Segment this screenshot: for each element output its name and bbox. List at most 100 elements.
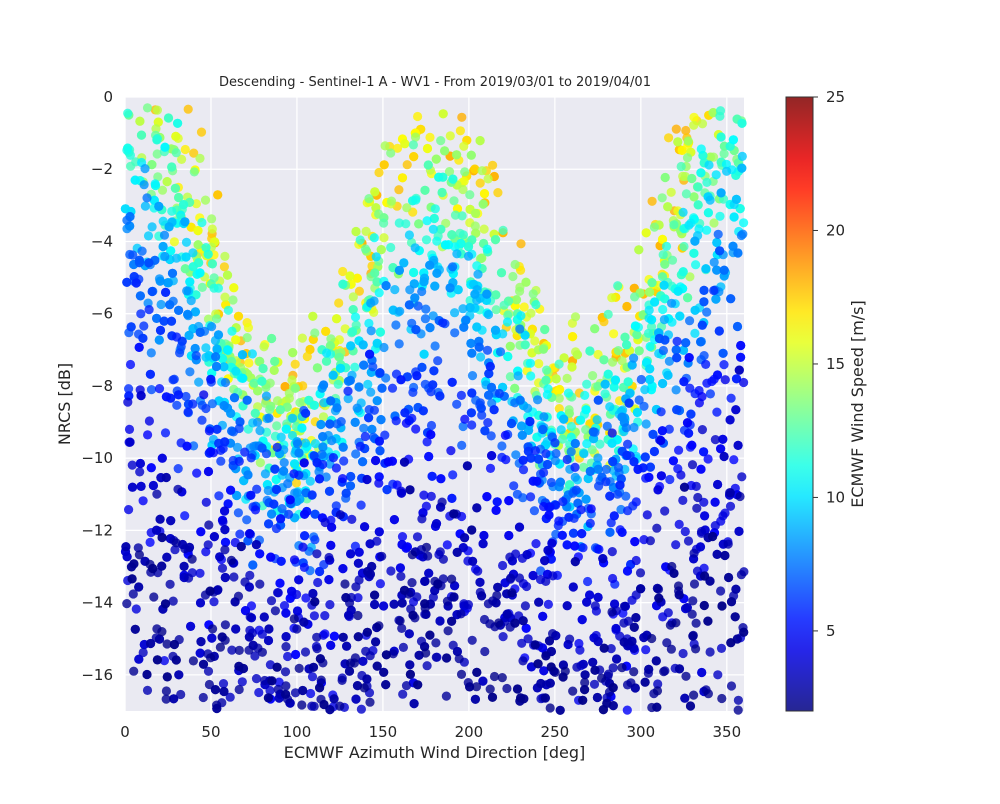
scatter-point <box>674 519 684 530</box>
scatter-point <box>129 559 139 569</box>
scatter-point <box>174 670 184 680</box>
scatter-point <box>154 201 164 211</box>
scatter-point <box>672 336 682 346</box>
scatter-point <box>565 634 575 644</box>
scatter-point <box>157 185 168 195</box>
scatter-point <box>471 682 482 692</box>
scatter-point <box>585 518 595 529</box>
scatter-point <box>484 390 494 400</box>
scatter-point <box>566 447 576 457</box>
scatter-point <box>142 669 152 680</box>
scatter-point <box>700 571 710 581</box>
scatter-point <box>568 582 578 592</box>
scatter-point <box>523 403 533 413</box>
scatter-point <box>716 132 726 142</box>
scatter-point <box>413 111 423 122</box>
scatter-point <box>491 505 501 515</box>
scatter-point <box>659 315 670 325</box>
scatter-point <box>682 153 693 163</box>
scatter-point <box>299 617 309 627</box>
scatter-point <box>671 124 681 134</box>
scatter-point <box>201 243 211 253</box>
scatter-point <box>576 505 586 515</box>
scatter-point <box>697 320 707 330</box>
scatter-point <box>156 299 166 310</box>
scatter-point <box>173 118 183 128</box>
scatter-point <box>226 555 236 566</box>
scatter-point <box>681 189 692 199</box>
scatter-point <box>682 418 693 428</box>
scatter-point <box>647 278 657 288</box>
scatter-point <box>429 213 439 224</box>
scatter-point <box>143 231 154 241</box>
scatter-point <box>463 251 474 261</box>
scatter-point <box>449 509 459 519</box>
scatter-point <box>374 527 384 537</box>
scatter-point <box>644 313 654 323</box>
scatter-point <box>593 464 603 474</box>
scatter-point <box>467 371 478 381</box>
scatter-point <box>502 683 512 694</box>
scatter-point <box>541 375 551 385</box>
scatter-point <box>607 293 617 303</box>
scatter-point <box>652 686 663 696</box>
scatter-point <box>287 413 298 423</box>
scatter-point <box>183 407 193 417</box>
scatter-point <box>678 345 689 355</box>
scatter-point <box>720 550 730 561</box>
scatter-point <box>599 317 609 327</box>
scatter-point <box>264 624 274 634</box>
scatter-point <box>629 622 639 632</box>
scatter-point <box>447 574 457 584</box>
scatter-point <box>731 584 741 594</box>
scatter-point <box>432 236 442 246</box>
scatter-point <box>138 496 148 506</box>
scatter-point <box>684 353 694 363</box>
scatter-point <box>572 350 583 360</box>
scatter-point <box>363 566 373 577</box>
scatter-point <box>653 485 663 495</box>
scatter-point <box>430 281 440 291</box>
scatter-point <box>689 248 699 258</box>
scatter-point <box>343 394 353 404</box>
scatter-point <box>575 415 586 425</box>
scatter-point <box>694 398 705 408</box>
scatter-point <box>400 139 410 149</box>
scatter-point <box>223 499 233 509</box>
y-axis-label: NRCS [dB] <box>55 363 74 445</box>
scatter-point <box>582 379 592 389</box>
scatter-point <box>273 588 283 598</box>
scatter-point <box>657 193 667 203</box>
scatter-point <box>645 341 655 352</box>
scatter-point <box>242 333 252 343</box>
scatter-point <box>626 678 636 688</box>
scatter-point <box>392 143 403 153</box>
colorbar-tick-label: 15 <box>826 355 845 373</box>
scatter-point <box>196 527 206 537</box>
scatter-point <box>395 306 405 316</box>
scatter-point <box>281 681 291 691</box>
scatter-point <box>231 366 241 376</box>
scatter-point <box>676 161 686 172</box>
scatter-point <box>420 576 430 586</box>
scatter-point <box>470 289 480 299</box>
scatter-point <box>729 212 739 222</box>
scatter-point <box>207 633 217 643</box>
scatter-point <box>189 167 199 177</box>
scatter-point <box>204 520 214 530</box>
scatter-point <box>483 309 494 320</box>
scatter-point <box>540 693 550 703</box>
scatter-point <box>271 523 281 534</box>
scatter-point <box>580 390 590 400</box>
scatter-point <box>693 200 703 210</box>
scatter-point <box>180 511 190 521</box>
scatter-point <box>490 235 501 245</box>
scatter-point <box>394 185 404 195</box>
scatter-point <box>585 466 595 476</box>
scatter-point <box>127 574 137 584</box>
scatter-point <box>515 324 525 334</box>
scatter-point <box>181 237 192 247</box>
scatter-point <box>600 379 610 389</box>
scatter-point <box>308 662 319 672</box>
scatter-point <box>521 623 531 633</box>
